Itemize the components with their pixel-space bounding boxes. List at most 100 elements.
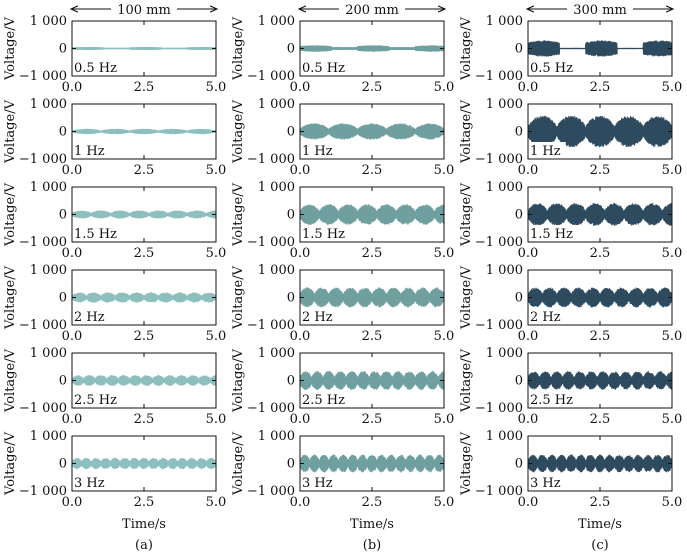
y-axis-label: Voltage/V (231, 99, 246, 164)
x-tick-label: 2.5 (134, 495, 155, 510)
x-tick-label: 5.0 (662, 163, 683, 178)
y-axis-label: Voltage/V (231, 431, 246, 496)
y-tick-label: 0 (59, 291, 67, 306)
frequency-label-bg (73, 225, 125, 241)
voltage-signal (299, 454, 445, 473)
y-tick-label: −1 000 (475, 318, 523, 333)
y-tick-label: 0 (59, 374, 67, 389)
y-tick-label: −1 000 (247, 69, 295, 84)
x-tick-label: 5.0 (662, 495, 683, 510)
y-tick-label: 1 000 (258, 346, 295, 361)
frequency-label-bg (301, 59, 353, 75)
frequency-label: 1.5 Hz (530, 227, 573, 242)
x-tick-label: 0.0 (62, 495, 83, 510)
y-tick-label: 0 (59, 208, 67, 223)
y-tick-label: −1 000 (247, 484, 295, 499)
frequency-label-bg (73, 142, 110, 158)
y-tick-label: 0 (515, 457, 523, 472)
x-tick-label: 5.0 (206, 163, 227, 178)
column-header: 200 mm (345, 3, 399, 18)
y-tick-label: 1 000 (486, 97, 523, 112)
x-tick-label: 5.0 (662, 80, 683, 95)
frequency-label-bg (301, 391, 353, 407)
x-tick-label: 0.0 (518, 329, 539, 344)
x-tick-label: 5.0 (206, 246, 227, 261)
frequency-label: 3 Hz (530, 476, 561, 491)
x-tick-label: 0.0 (518, 412, 539, 427)
y-tick-label: 0 (59, 457, 67, 472)
y-axis-label: Voltage/V (3, 348, 18, 413)
x-tick-label: 2.5 (362, 80, 383, 95)
header-label-bg (567, 0, 633, 17)
frequency-label-bg (529, 225, 581, 241)
y-axis-label: Voltage/V (459, 348, 474, 413)
x-tick-label: 5.0 (434, 329, 455, 344)
frequency-label-bg (529, 308, 566, 324)
x-tick-label: 0.0 (290, 412, 311, 427)
frequency-label: 1.5 Hz (74, 227, 117, 242)
x-tick-label: 2.5 (362, 246, 383, 261)
frequency-label: 2.5 Hz (302, 393, 345, 408)
x-tick-label: 5.0 (206, 80, 227, 95)
x-tick-label: 2.5 (134, 412, 155, 427)
frequency-label: 2 Hz (302, 310, 333, 325)
frequency-label-bg (73, 391, 125, 407)
y-axis-label: Voltage/V (459, 99, 474, 164)
frequency-label-bg (529, 474, 566, 490)
frequency-label: 1 Hz (74, 144, 105, 159)
voltage-signal (527, 202, 673, 226)
y-axis-label: Voltage/V (231, 182, 246, 247)
y-tick-label: 1 000 (486, 14, 523, 29)
frequency-label: 1 Hz (530, 144, 561, 159)
frequency-label-bg (529, 391, 581, 407)
y-tick-label: 1 000 (258, 14, 295, 29)
voltage-signal (299, 123, 445, 140)
frequency-label: 0.5 Hz (530, 61, 573, 76)
x-tick-label: 0.0 (62, 163, 83, 178)
x-tick-label: 2.5 (134, 163, 155, 178)
x-tick-label: 5.0 (662, 412, 683, 427)
voltage-signal (527, 454, 673, 473)
voltage-signal (527, 287, 673, 308)
y-axis-label: Voltage/V (231, 265, 246, 330)
y-tick-label: 0 (515, 374, 523, 389)
y-tick-label: −1 000 (475, 235, 523, 250)
y-axis-label: Voltage/V (3, 265, 18, 330)
frequency-label: 0.5 Hz (302, 61, 345, 76)
x-tick-label: 0.0 (62, 412, 83, 427)
panel-caption: (c) (591, 538, 608, 553)
y-tick-label: −1 000 (247, 235, 295, 250)
y-tick-label: 0 (287, 42, 295, 57)
y-tick-label: −1 000 (475, 401, 523, 416)
panel-caption: (b) (363, 538, 381, 553)
x-tick-label: 0.0 (518, 495, 539, 510)
y-tick-label: −1 000 (247, 401, 295, 416)
y-tick-label: 0 (59, 42, 67, 57)
y-tick-label: −1 000 (19, 401, 67, 416)
column-header: 100 mm (117, 3, 171, 18)
x-tick-label: 2.5 (134, 246, 155, 261)
frequency-label: 1.5 Hz (302, 227, 345, 242)
x-tick-label: 0.0 (290, 329, 311, 344)
y-tick-label: 0 (515, 291, 523, 306)
x-tick-label: 5.0 (434, 246, 455, 261)
y-tick-label: 1 000 (486, 180, 523, 195)
y-tick-label: −1 000 (475, 484, 523, 499)
x-tick-label: 5.0 (434, 495, 455, 510)
voltage-signal (527, 371, 673, 390)
voltage-signal (527, 115, 673, 148)
y-tick-label: 0 (515, 208, 523, 223)
voltage-signal (71, 292, 217, 303)
y-tick-label: −1 000 (475, 69, 523, 84)
y-tick-label: −1 000 (19, 152, 67, 167)
x-tick-label: 5.0 (206, 412, 227, 427)
y-tick-label: 1 000 (30, 346, 67, 361)
